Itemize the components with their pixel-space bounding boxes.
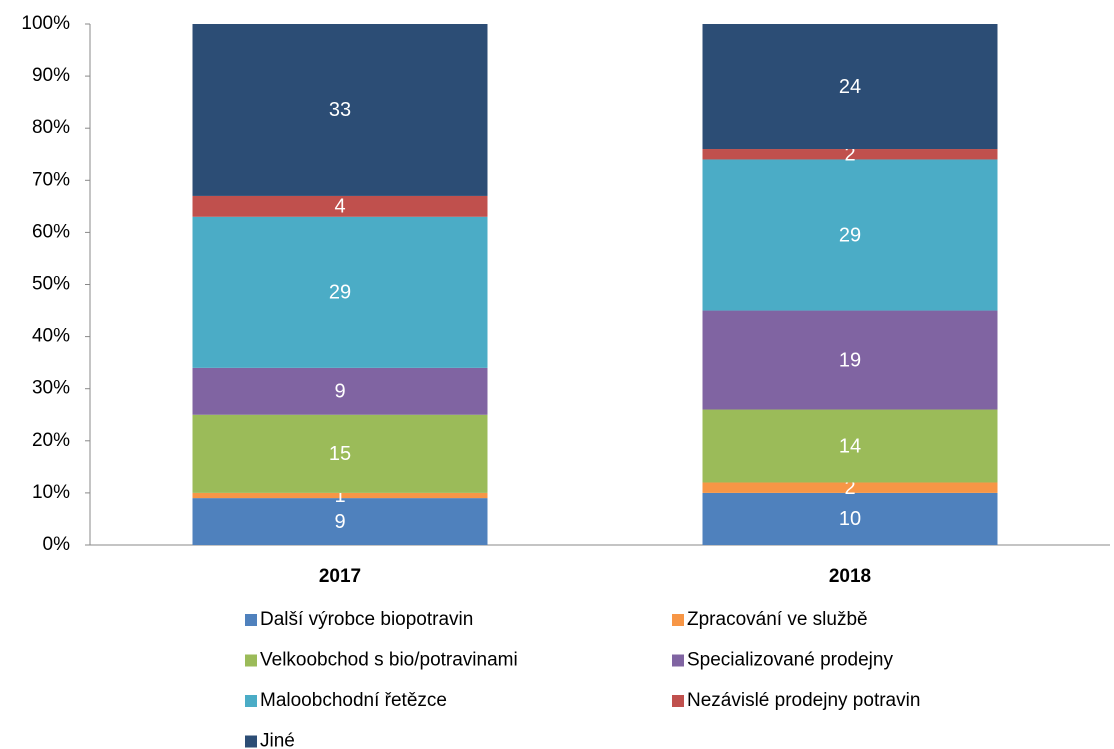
data-label: 14 <box>839 435 861 457</box>
legend-label: Nezávislé prodejny potravin <box>687 690 920 711</box>
bar-segment <box>702 492 998 545</box>
y-tick-label: 90% <box>32 65 70 86</box>
x-tick-label: 2018 <box>829 566 871 587</box>
data-label: 19 <box>839 349 861 371</box>
y-tick-label: 30% <box>32 378 70 399</box>
bar-segment <box>192 367 488 415</box>
legend-label: Specializované prodejny <box>687 650 893 671</box>
y-tick-label: 50% <box>32 274 70 295</box>
y-tick-label: 0% <box>43 534 71 555</box>
data-label: 10 <box>839 508 861 530</box>
legend-label: Maloobchodní řetězce <box>260 690 447 711</box>
bar-segment <box>192 498 488 545</box>
bar-segment <box>702 409 998 483</box>
y-tick-label: 80% <box>32 117 70 138</box>
y-tick-label: 40% <box>32 326 70 347</box>
data-label: 9 <box>334 511 345 533</box>
bar-segment <box>702 310 998 410</box>
legend-label: Další výrobce biopotravin <box>260 609 473 630</box>
legend-swatch <box>672 654 684 667</box>
bar-segment <box>702 482 998 493</box>
data-label: 15 <box>329 443 351 465</box>
legend-label: Velkoobchod s bio/potravinami <box>260 650 518 671</box>
legend-label: Jiné <box>260 731 295 749</box>
bar-segment <box>702 149 998 160</box>
bar-segment <box>192 195 488 217</box>
data-label: 1 <box>334 485 345 507</box>
legend-swatch <box>245 654 257 667</box>
data-label: 9 <box>334 381 345 403</box>
legend-swatch <box>672 614 684 626</box>
bar-segment <box>192 492 488 499</box>
legend-swatch <box>672 695 684 707</box>
y-tick-label: 10% <box>32 482 70 503</box>
legend-swatch <box>245 735 257 748</box>
bar-segment <box>702 159 998 311</box>
data-label: 33 <box>329 99 351 121</box>
y-tick-label: 100% <box>21 13 70 34</box>
x-tick-label: 2017 <box>319 566 361 587</box>
y-tick-label: 20% <box>32 430 70 451</box>
data-label: 29 <box>839 224 861 246</box>
bar-segment <box>192 24 488 196</box>
y-tick-label: 70% <box>32 169 70 190</box>
y-tick-label: 60% <box>32 221 70 242</box>
data-label: 29 <box>329 282 351 304</box>
data-label: 2 <box>844 144 855 166</box>
data-label: 24 <box>839 76 861 98</box>
data-label: 4 <box>334 196 345 218</box>
legend-swatch <box>245 695 257 707</box>
legend-swatch <box>245 614 257 626</box>
bar-segment <box>192 414 488 493</box>
bar-segment <box>192 216 488 368</box>
data-label: 2 <box>844 477 855 499</box>
legend-label: Zpracování ve službě <box>687 609 868 630</box>
bar-segment <box>702 24 998 150</box>
